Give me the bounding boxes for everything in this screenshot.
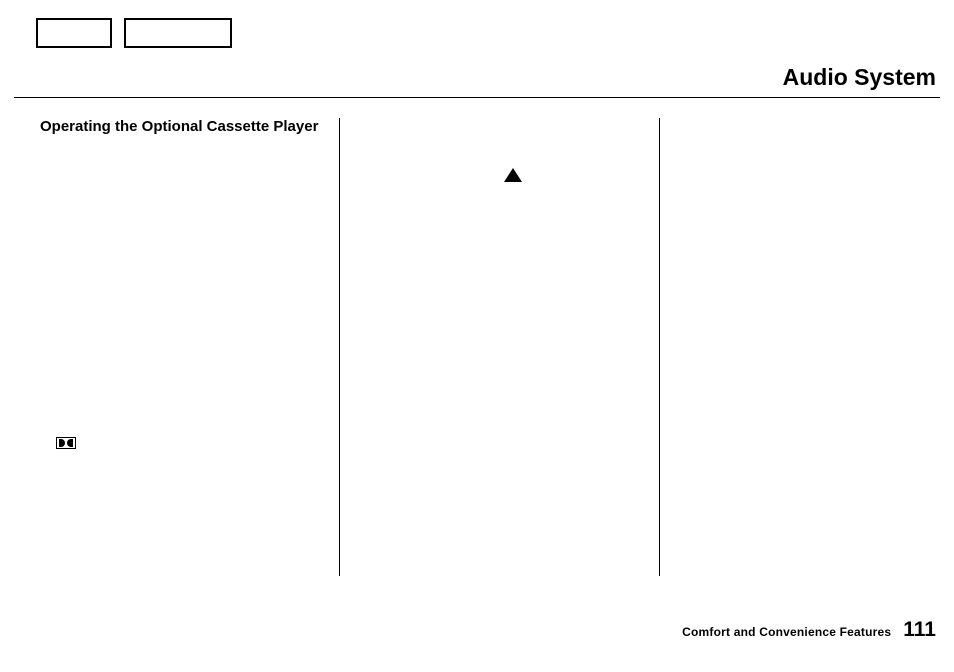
section-heading: Operating the Optional Cassette Player [40, 118, 321, 137]
column-2 [340, 118, 660, 576]
footer-section-label: Comfort and Convenience Features [682, 625, 891, 639]
dolby-icon [56, 434, 76, 449]
page-title: Audio System [783, 64, 936, 91]
horizontal-rule [14, 97, 940, 98]
page-footer: Comfort and Convenience Features 111 [682, 618, 936, 642]
column-1: Operating the Optional Cassette Player [40, 118, 340, 576]
column-3 [660, 118, 934, 576]
content-columns: Operating the Optional Cassette Player [40, 118, 934, 576]
triangle-up-icon [504, 168, 522, 182]
footer-page-number: 111 [903, 618, 936, 642]
top-placeholder-boxes [36, 18, 232, 48]
placeholder-box-1 [36, 18, 112, 48]
placeholder-box-2 [124, 18, 232, 48]
page-root: Audio System Operating the Optional Cass… [0, 0, 954, 672]
